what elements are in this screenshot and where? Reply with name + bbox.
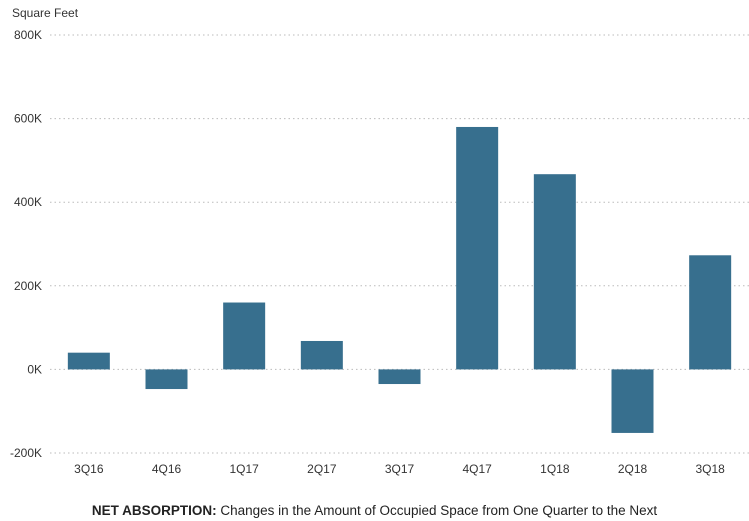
- x-tick-label: 2Q17: [307, 462, 337, 476]
- bar-1q18: [533, 174, 576, 370]
- chart-caption: NET ABSORPTION: Changes in the Amount of…: [0, 503, 749, 518]
- x-tick-label: 3Q16: [74, 462, 104, 476]
- x-tick-label: 2Q18: [618, 462, 648, 476]
- bar-2q18: [611, 369, 654, 433]
- y-axis-label: Square Feet: [12, 6, 79, 20]
- x-tick-label: 3Q17: [385, 462, 415, 476]
- bar-1q17: [223, 302, 266, 370]
- bar-2q17: [300, 340, 343, 370]
- x-tick-label: 3Q18: [695, 462, 725, 476]
- x-tick-label: 4Q17: [462, 462, 492, 476]
- bar-4q16: [145, 369, 188, 390]
- bar-3q16: [67, 352, 110, 370]
- y-tick-label: 800K: [14, 28, 42, 42]
- y-tick-label: 400K: [14, 195, 42, 209]
- x-tick-label: 1Q18: [540, 462, 570, 476]
- bar-4q17: [456, 126, 499, 370]
- caption-text: Changes in the Amount of Occupied Space …: [216, 503, 658, 518]
- x-axis-ticks: 3Q16 4Q16 1Q17 2Q17 3Q17 4Q17 1Q18 2Q18 3Q18: [74, 462, 725, 476]
- y-tick-label: 200K: [14, 279, 42, 293]
- y-axis-ticks: -200K 0K 200K 400K 600K 800K: [10, 28, 42, 460]
- bar-3q17: [378, 369, 421, 385]
- y-tick-label: 600K: [14, 112, 42, 126]
- caption-bold: NET ABSORPTION:: [91, 503, 217, 518]
- y-tick-label: 0K: [27, 362, 42, 376]
- y-tick-label: -200K: [10, 446, 42, 460]
- x-tick-label: 4Q16: [152, 462, 182, 476]
- x-tick-label: 1Q17: [229, 462, 259, 476]
- bars: [67, 126, 732, 433]
- bar-3q18: [689, 255, 732, 370]
